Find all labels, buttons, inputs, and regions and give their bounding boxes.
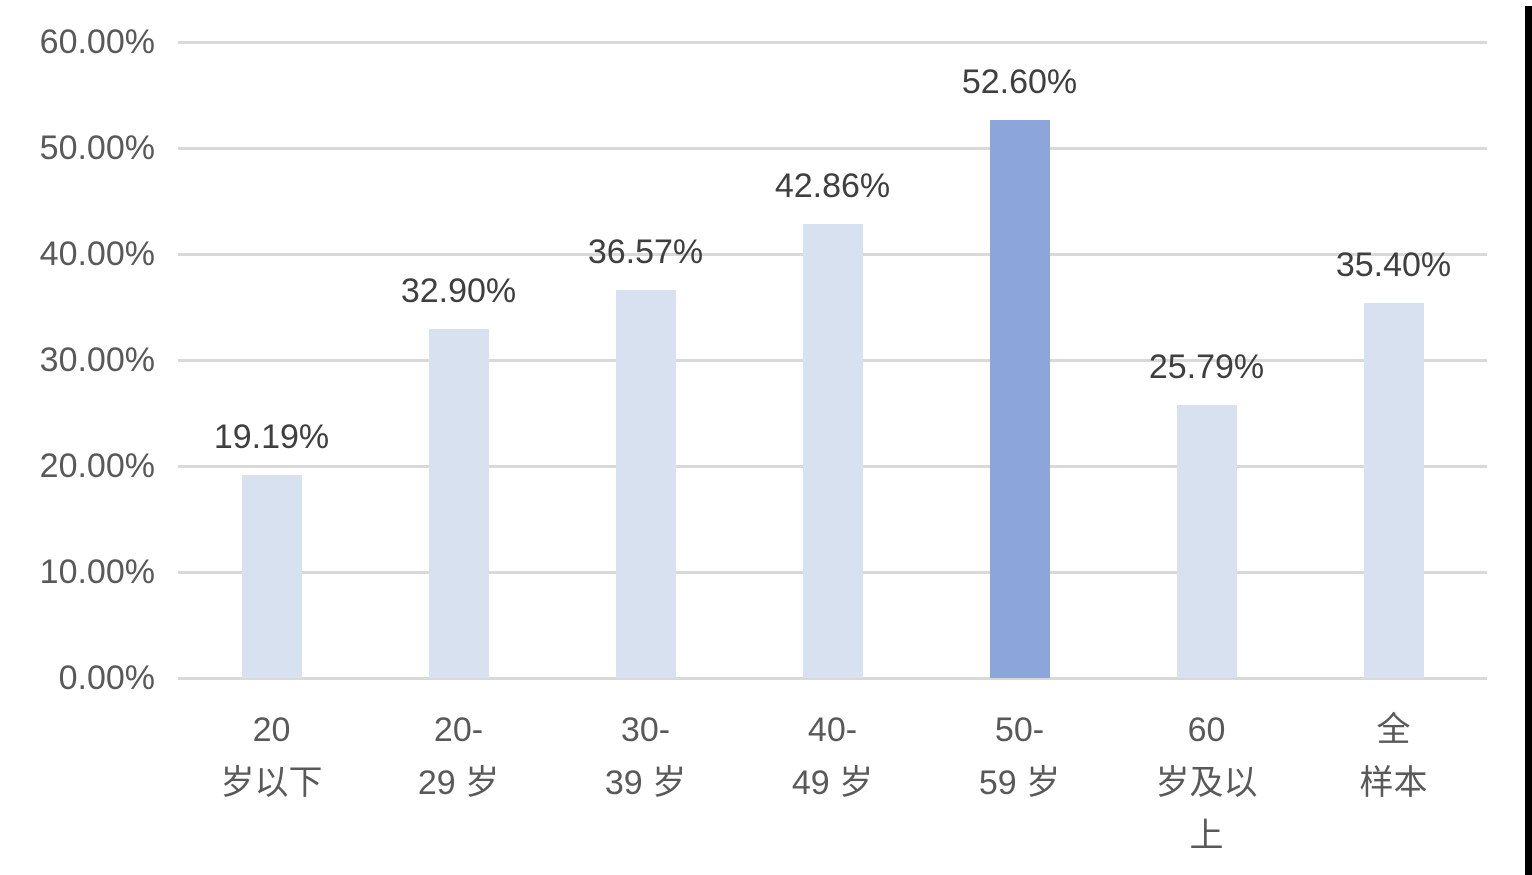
bar-value-label: 19.19% [213, 417, 330, 456]
y-axis-tick-label: 40.00% [39, 235, 155, 273]
bar-value-label: 52.60% [961, 63, 1078, 102]
y-axis-tick-label: 60.00% [39, 23, 155, 61]
x-axis-category-label: 全 样本 [1359, 711, 1428, 802]
bar-value-label: 42.86% [774, 166, 891, 205]
screenshot-edge-artifact [1525, 6, 1532, 875]
bar [1176, 404, 1237, 678]
bar [1363, 302, 1424, 678]
x-axis-category-label: 60 岁及以 上 [1155, 711, 1258, 855]
x-axis-category-label: 20 岁以下 [220, 711, 323, 802]
bar [615, 290, 676, 678]
x-axis-category-label: 20- 29 岁 [417, 711, 500, 802]
bar [989, 120, 1050, 678]
y-axis-tick-label: 30.00% [39, 341, 155, 379]
bar-value-label: 35.40% [1335, 245, 1452, 284]
bar-value-label: 36.57% [587, 233, 704, 272]
y-axis-tick-label: 20.00% [39, 447, 155, 485]
bar [802, 223, 863, 678]
y-axis-tick-label: 0.00% [58, 659, 155, 697]
bar [428, 329, 489, 678]
bar-value-label: 32.90% [400, 272, 517, 311]
y-axis-tick-label: 50.00% [39, 129, 155, 167]
gridline [178, 676, 1487, 680]
x-axis-category-label: 40- 49 岁 [791, 711, 874, 802]
gridline [178, 146, 1487, 150]
x-axis-category-label: 30- 39 岁 [604, 711, 687, 802]
bar [241, 474, 302, 678]
bar-value-label: 25.79% [1148, 347, 1265, 386]
x-axis-category-label: 50- 59 岁 [978, 711, 1061, 802]
y-axis-tick-label: 10.00% [39, 553, 155, 591]
gridline [178, 40, 1487, 44]
